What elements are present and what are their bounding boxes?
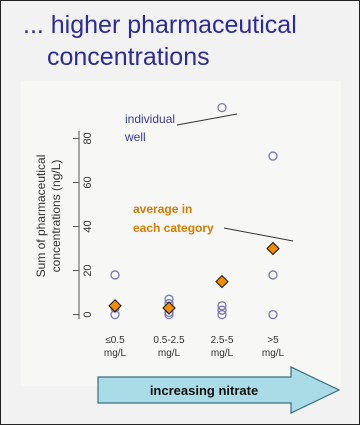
individual-well-point — [217, 309, 227, 320]
individual-well-point — [268, 309, 278, 320]
average-label-line-2: each category — [133, 221, 214, 235]
individual-well-label-line-1: individual — [125, 112, 175, 126]
increasing-nitrate-arrow-icon — [97, 366, 341, 414]
average-point — [266, 241, 280, 256]
slide-title: ... higher pharmaceutical concentrations — [23, 9, 353, 73]
y-ticks: 0 20 40 60 80 — [73, 132, 94, 318]
title-line-2: concentrations — [47, 43, 210, 71]
title-line-1: ... higher pharmaceutical — [23, 11, 297, 39]
average-point — [162, 301, 176, 315]
individual-well-pointer — [176, 113, 238, 126]
category-averages — [108, 241, 280, 315]
y-tick-label: 80 — [82, 132, 94, 144]
x-tick-unit: mg/L — [262, 348, 285, 359]
x-tick-unit: mg/L — [104, 348, 127, 359]
average-point — [108, 299, 122, 313]
y-tick-label: 40 — [82, 220, 94, 232]
x-tick-label: 2.5-5 — [211, 335, 234, 346]
x-ticks: ≤0.5 mg/L 0.5-2.5 mg/L 2.5-5 mg/L >5 mg/L — [104, 335, 285, 359]
plot-background — [21, 81, 341, 386]
x-tick-label: >5 — [267, 335, 279, 346]
individual-well-label-line-2: well — [124, 130, 146, 144]
individual-well-point — [268, 270, 278, 280]
y-tick-label: 20 — [82, 264, 94, 276]
average-label-line-1: average in — [133, 202, 192, 216]
individual-well-point — [217, 301, 227, 311]
y-axis-label-line-2: concentrations (ng/L) — [49, 160, 63, 273]
y-tick-label: 60 — [82, 176, 94, 188]
average-pointer — [223, 227, 294, 242]
individual-well-point — [217, 305, 227, 315]
y-tick-label: 0 — [82, 312, 94, 318]
x-tick-label: 0.5-2.5 — [153, 335, 185, 346]
average-point — [215, 274, 229, 289]
individual-well-point — [110, 270, 120, 280]
y-axis-label-line-1: Sum of pharmaceutical — [34, 155, 48, 278]
arrow-label: increasing nitrate — [150, 383, 258, 398]
x-tick-label: ≤0.5 — [105, 335, 125, 346]
x-tick-unit: mg/L — [158, 348, 181, 359]
individual-well-point — [268, 151, 278, 161]
individual-well-point — [217, 102, 227, 113]
x-tick-unit: mg/L — [211, 348, 234, 359]
